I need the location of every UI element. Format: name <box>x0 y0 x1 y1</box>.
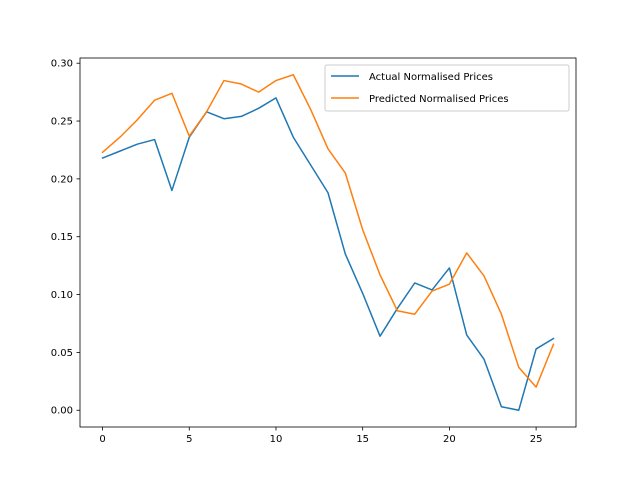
y-tick-label: 0.20 <box>51 174 73 185</box>
legend-label-1: Actual Normalised Prices <box>369 72 493 83</box>
x-tick-label: 0 <box>99 434 105 445</box>
y-tick-label: 0.10 <box>51 290 73 301</box>
series-line-2 <box>101 74 555 388</box>
series-line-1 <box>101 97 555 411</box>
legend-label-2: Predicted Normalised Prices <box>369 94 509 105</box>
x-axis: 0 5 10 15 20 25 <box>99 427 542 445</box>
x-tick-label: 15 <box>356 434 369 445</box>
legend: Actual Normalised Prices Predicted Normal… <box>324 64 570 112</box>
x-tick-label: 25 <box>530 434 543 445</box>
legend-box <box>324 64 570 112</box>
y-tick-label: 0.00 <box>51 406 73 417</box>
y-tick-label: 0.30 <box>51 59 73 70</box>
y-tick-label: 0.25 <box>51 117 73 128</box>
x-tick-label: 20 <box>443 434 456 445</box>
plot-lines <box>101 74 555 411</box>
axes-frame <box>79 57 577 428</box>
x-tick-label: 10 <box>270 434 283 445</box>
y-axis: 0.00 0.05 0.10 0.15 0.20 0.25 0.30 <box>51 59 80 417</box>
y-tick-label: 0.05 <box>51 348 73 359</box>
x-tick-label: 5 <box>186 434 192 445</box>
y-tick-label: 0.15 <box>51 232 73 243</box>
